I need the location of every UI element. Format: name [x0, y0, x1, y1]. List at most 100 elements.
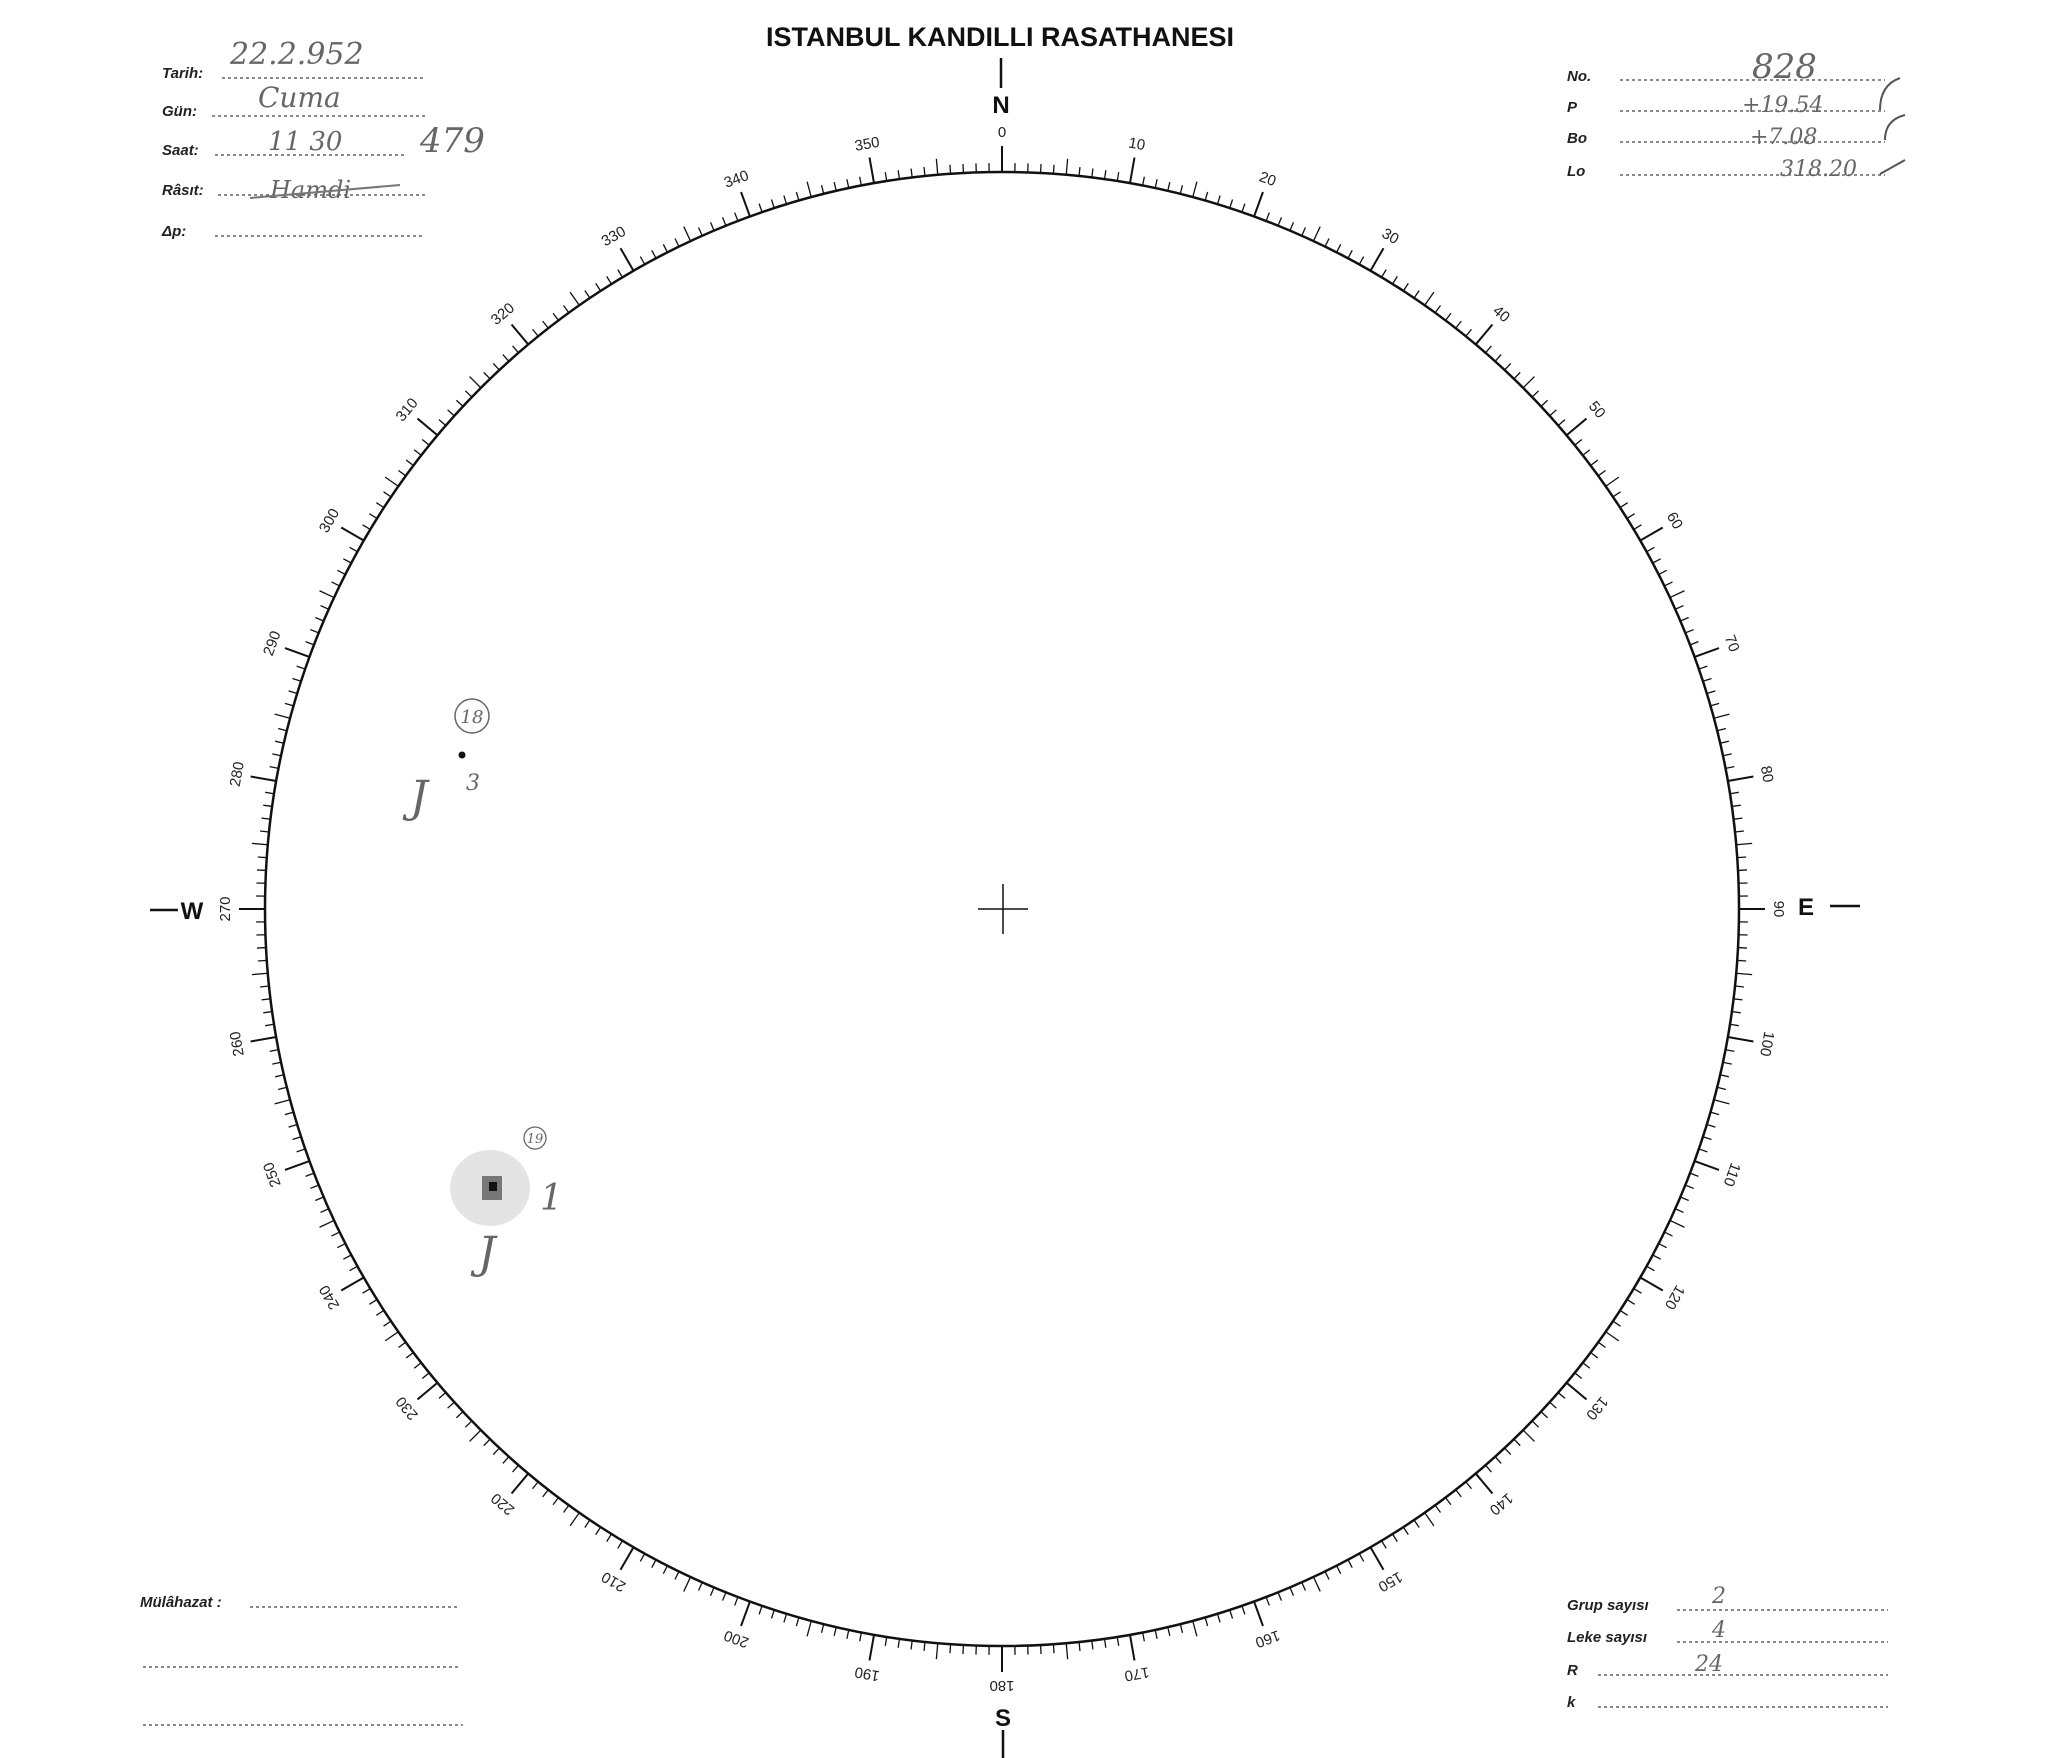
tick-240	[340, 1276, 365, 1292]
tick-9	[1116, 172, 1120, 182]
no-label: No.	[1567, 68, 1591, 85]
tick-70	[1694, 647, 1720, 658]
tick-254	[284, 1111, 294, 1116]
tick-196	[795, 1617, 800, 1627]
tick-342	[770, 199, 775, 209]
group-number: 19	[527, 1132, 544, 1147]
tick-140	[1474, 1472, 1494, 1495]
tick-32	[1391, 276, 1398, 285]
tick-313	[455, 399, 464, 407]
tick-95	[1736, 972, 1753, 976]
tick-67	[1680, 616, 1689, 622]
tick-292	[310, 628, 319, 634]
tick-132	[1549, 1401, 1557, 1409]
tick-241	[349, 1265, 358, 1272]
tick-38	[1455, 320, 1462, 329]
tick-345	[806, 181, 812, 198]
tick-329	[617, 269, 623, 278]
tick-323	[552, 312, 559, 321]
tick-164	[1204, 1617, 1209, 1627]
tick-48	[1549, 409, 1557, 417]
tick-304	[383, 491, 392, 498]
leke-label: Leke sayısı	[1567, 1629, 1647, 1646]
tick-103	[1719, 1074, 1730, 1078]
tick-171	[1116, 1636, 1120, 1646]
tick-110	[1694, 1160, 1720, 1171]
tick-346	[820, 185, 825, 195]
tick-306	[398, 469, 407, 477]
tick-221	[512, 1464, 519, 1473]
degree-label: 350	[853, 134, 881, 155]
tick-133	[1540, 1411, 1549, 1419]
tick-227	[455, 1411, 464, 1419]
tick-137	[1504, 1447, 1512, 1456]
tick-220	[510, 1472, 530, 1495]
tick-330	[619, 247, 635, 272]
tick-290	[284, 647, 310, 658]
tick-174	[1078, 1641, 1081, 1651]
tick-191	[859, 1632, 863, 1642]
tick-332	[651, 250, 657, 259]
tick-210	[619, 1546, 635, 1571]
tick-152	[1347, 1559, 1353, 1568]
tick-30	[1369, 247, 1385, 272]
tick-7	[1091, 168, 1094, 178]
tick-260	[250, 1035, 277, 1043]
left-header: Tarih: 22.2.952 Gün: Cuma Saat: 11 30 47…	[161, 37, 485, 240]
tick-341	[758, 203, 763, 213]
tick-355	[935, 158, 939, 175]
tick-112	[1685, 1184, 1694, 1190]
tick-219	[532, 1481, 539, 1490]
tick-153	[1336, 1565, 1342, 1574]
tick-251	[296, 1148, 306, 1153]
umbra	[489, 1182, 497, 1191]
tick-194	[820, 1623, 825, 1633]
lo-label: Lo	[1567, 163, 1585, 180]
degree-label: 170	[1123, 1663, 1151, 1684]
tick-12	[1154, 179, 1158, 189]
tick-274	[257, 856, 267, 859]
tick-101	[1725, 1048, 1735, 1052]
tick-319	[512, 345, 519, 354]
tick-154	[1324, 1571, 1330, 1580]
tick-239	[362, 1288, 371, 1294]
degree-label: 200	[722, 1626, 751, 1651]
degree-label: 0	[998, 124, 1006, 141]
tick-41	[1485, 345, 1492, 354]
tick-228	[447, 1401, 455, 1409]
degree-label: 50	[1585, 398, 1609, 422]
tick-190	[868, 1634, 876, 1661]
tick-52	[1582, 449, 1591, 456]
tick-44	[1513, 371, 1521, 380]
sunspot-group-18: 18 3 J	[402, 698, 490, 823]
group-class: J	[402, 772, 430, 823]
tick-86	[1737, 856, 1747, 859]
tick-131	[1557, 1392, 1566, 1399]
tick-275	[251, 842, 268, 846]
tick-18	[1229, 199, 1234, 209]
group-number-circle	[523, 1126, 547, 1150]
sunspot-group-19: 19 1 J	[450, 1126, 563, 1279]
tick-144	[1434, 1504, 1442, 1513]
tick-108	[1702, 1136, 1712, 1141]
degree-label: 330	[599, 223, 629, 250]
degree-label: 250	[260, 1160, 285, 1189]
tick-61	[1646, 546, 1655, 553]
tick-120	[1639, 1276, 1664, 1292]
tick-17	[1216, 195, 1221, 205]
tick-59	[1633, 524, 1642, 530]
tick-156	[1301, 1582, 1307, 1591]
tick-81	[1729, 791, 1739, 795]
tick-83	[1733, 817, 1743, 820]
tick-285	[274, 713, 291, 719]
tick-335	[683, 226, 692, 242]
tick-28	[1347, 250, 1353, 259]
degree-label: 230	[393, 1393, 422, 1423]
tick-80	[1727, 775, 1754, 783]
tick-186	[923, 1641, 926, 1651]
tick-150	[1369, 1546, 1385, 1571]
leke-value: 4	[1711, 1618, 1726, 1643]
tick-14	[1179, 185, 1184, 195]
tick-160	[1253, 1601, 1264, 1627]
